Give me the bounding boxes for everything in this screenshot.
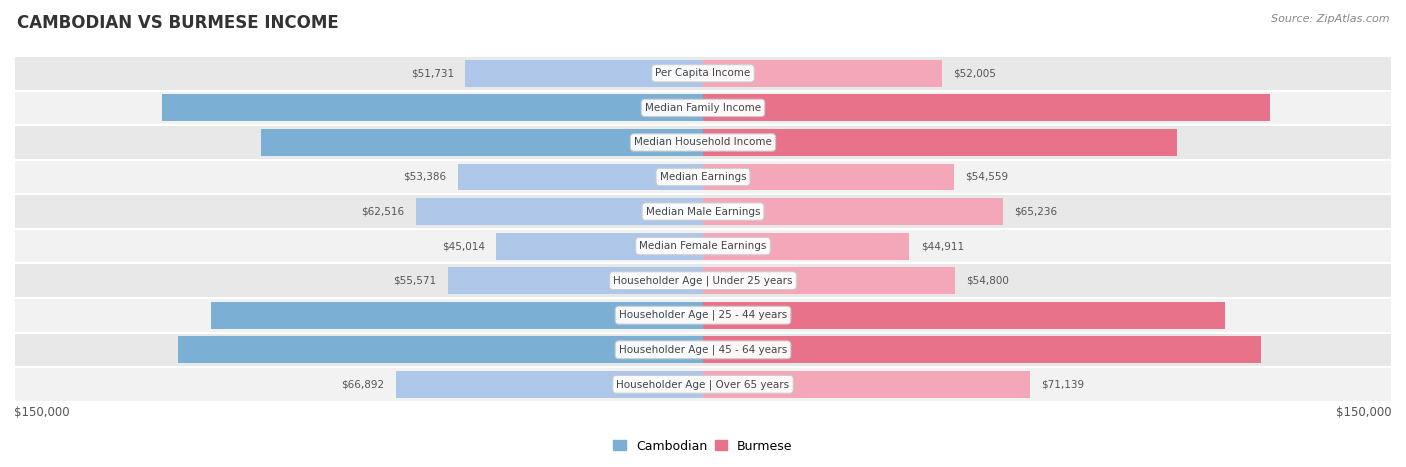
Bar <box>703 163 953 191</box>
Bar <box>14 160 1392 194</box>
Bar <box>703 336 1261 363</box>
Text: Median Household Income: Median Household Income <box>634 137 772 148</box>
Bar <box>14 125 1392 160</box>
Bar <box>496 233 703 260</box>
Text: Householder Age | 45 - 64 years: Householder Age | 45 - 64 years <box>619 345 787 355</box>
Text: $96,324: $96,324 <box>675 137 723 148</box>
Text: Householder Age | Under 25 years: Householder Age | Under 25 years <box>613 276 793 286</box>
Text: $150,000: $150,000 <box>1336 406 1392 419</box>
Text: $65,236: $65,236 <box>1014 206 1057 217</box>
Text: $114,342: $114,342 <box>675 345 731 355</box>
Text: $52,005: $52,005 <box>953 68 997 78</box>
Text: $117,780: $117,780 <box>675 103 731 113</box>
Text: $62,516: $62,516 <box>361 206 405 217</box>
Bar <box>703 371 1029 398</box>
Bar <box>162 94 703 121</box>
Bar <box>14 91 1392 125</box>
Text: Per Capita Income: Per Capita Income <box>655 68 751 78</box>
Text: Median Female Earnings: Median Female Earnings <box>640 241 766 251</box>
Text: $55,571: $55,571 <box>394 276 436 286</box>
Bar <box>260 129 703 156</box>
Text: CAMBODIAN VS BURMESE INCOME: CAMBODIAN VS BURMESE INCOME <box>17 14 339 32</box>
Bar <box>703 60 942 87</box>
Bar <box>14 263 1392 298</box>
Bar <box>14 229 1392 263</box>
Bar <box>14 298 1392 333</box>
Bar <box>416 198 703 225</box>
Bar <box>14 333 1392 367</box>
Legend: Cambodian, Burmese: Cambodian, Burmese <box>609 435 797 458</box>
Bar <box>703 94 1270 121</box>
Text: $107,148: $107,148 <box>675 310 731 320</box>
Bar <box>447 267 703 294</box>
Text: $121,444: $121,444 <box>675 345 731 355</box>
Text: $51,731: $51,731 <box>411 68 454 78</box>
Bar <box>458 163 703 191</box>
Text: $45,014: $45,014 <box>441 241 485 251</box>
Text: Source: ZipAtlas.com: Source: ZipAtlas.com <box>1271 14 1389 24</box>
Text: $66,892: $66,892 <box>342 379 384 389</box>
Bar <box>14 367 1392 402</box>
Bar <box>177 336 703 363</box>
Text: Householder Age | 25 - 44 years: Householder Age | 25 - 44 years <box>619 310 787 320</box>
Bar <box>703 198 1002 225</box>
Text: $54,559: $54,559 <box>965 172 1008 182</box>
Bar <box>14 194 1392 229</box>
Bar <box>703 129 1177 156</box>
Bar <box>703 302 1225 329</box>
Text: $150,000: $150,000 <box>14 406 70 419</box>
Text: Householder Age | Over 65 years: Householder Age | Over 65 years <box>616 379 790 389</box>
Bar <box>703 267 955 294</box>
Bar <box>703 233 910 260</box>
Bar <box>211 302 703 329</box>
Text: $71,139: $71,139 <box>1042 379 1084 389</box>
Bar <box>395 371 703 398</box>
Bar <box>14 56 1392 91</box>
Text: $123,369: $123,369 <box>676 103 731 113</box>
Bar <box>465 60 703 87</box>
Text: $103,145: $103,145 <box>676 137 731 148</box>
Text: Median Earnings: Median Earnings <box>659 172 747 182</box>
Text: Median Male Earnings: Median Male Earnings <box>645 206 761 217</box>
Text: Median Family Income: Median Family Income <box>645 103 761 113</box>
Text: $53,386: $53,386 <box>404 172 446 182</box>
Text: $44,911: $44,911 <box>921 241 965 251</box>
Text: $113,701: $113,701 <box>676 310 731 320</box>
Text: $54,800: $54,800 <box>966 276 1010 286</box>
